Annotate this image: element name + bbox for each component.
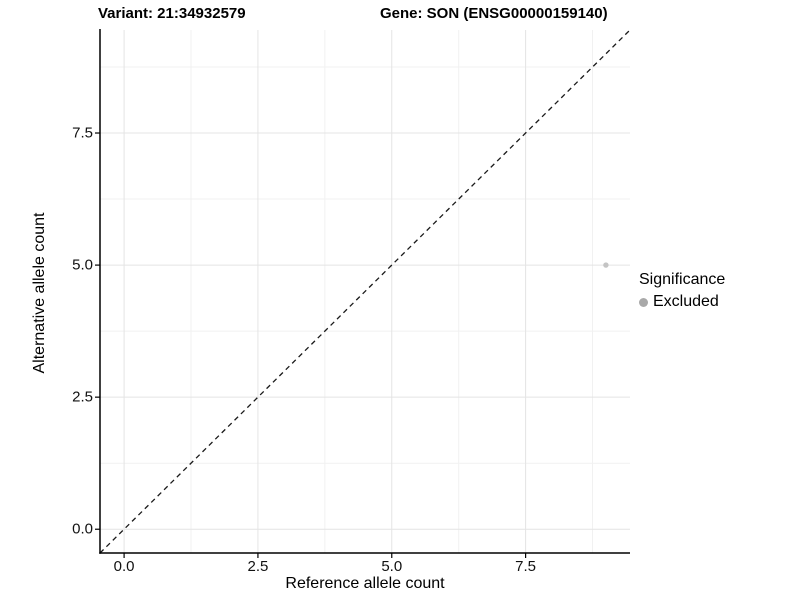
variant-title: Variant: 21:34932579 [98, 5, 246, 22]
gene-title: Gene: SON (ENSG00000159140) [380, 5, 608, 22]
legend-entry-label: Excluded [653, 293, 719, 310]
x-tick-label: 5.0 [381, 558, 403, 575]
x-tick-label: 0.0 [113, 558, 135, 575]
legend: Significance Excluded [639, 270, 725, 311]
x-tick-label: 7.5 [515, 558, 537, 575]
y-tick-label: 7.5 [72, 124, 93, 142]
legend-entry-excluded: Excluded [639, 293, 725, 311]
y-axis-title: Alternative allele count [31, 212, 48, 374]
y-tick-label: 5.0 [72, 256, 93, 274]
legend-title: Significance [639, 271, 726, 288]
x-axis-title: Reference allele count [285, 575, 445, 592]
data-point-excluded [603, 262, 609, 268]
y-tick-label: 0.0 [72, 520, 93, 538]
x-tick-label: 2.5 [247, 558, 269, 575]
y-tick-label: 2.5 [72, 388, 93, 406]
legend-key-dot-icon [639, 297, 648, 307]
